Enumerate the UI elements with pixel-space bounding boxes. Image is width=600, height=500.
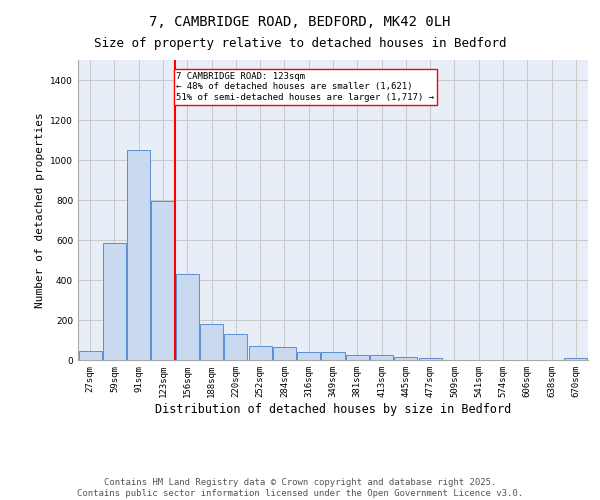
Text: Size of property relative to detached houses in Bedford: Size of property relative to detached ho… (94, 38, 506, 51)
Bar (346, 354, 369, 360)
Bar (322, 352, 344, 360)
X-axis label: Distribution of detached houses by size in Bedford: Distribution of detached houses by size … (155, 402, 511, 415)
Y-axis label: Number of detached properties: Number of detached properties (35, 112, 44, 308)
Bar (224, 334, 247, 360)
Bar (103, 243, 126, 360)
Bar (297, 352, 320, 360)
Bar (565, 358, 587, 360)
Bar (176, 274, 199, 360)
Bar (79, 351, 101, 360)
Bar (419, 358, 442, 360)
Text: Contains HM Land Registry data © Crown copyright and database right 2025.
Contai: Contains HM Land Registry data © Crown c… (77, 478, 523, 498)
Text: 7, CAMBRIDGE ROAD, BEDFORD, MK42 0LH: 7, CAMBRIDGE ROAD, BEDFORD, MK42 0LH (149, 15, 451, 29)
Bar (394, 357, 418, 360)
Text: 7 CAMBRIDGE ROAD: 123sqm
← 48% of detached houses are smaller (1,621)
51% of sem: 7 CAMBRIDGE ROAD: 123sqm ← 48% of detach… (176, 72, 434, 102)
Bar (127, 150, 150, 360)
Bar (200, 324, 223, 360)
Bar (151, 201, 175, 360)
Bar (248, 346, 272, 360)
Bar (370, 354, 393, 360)
Bar (273, 347, 296, 360)
